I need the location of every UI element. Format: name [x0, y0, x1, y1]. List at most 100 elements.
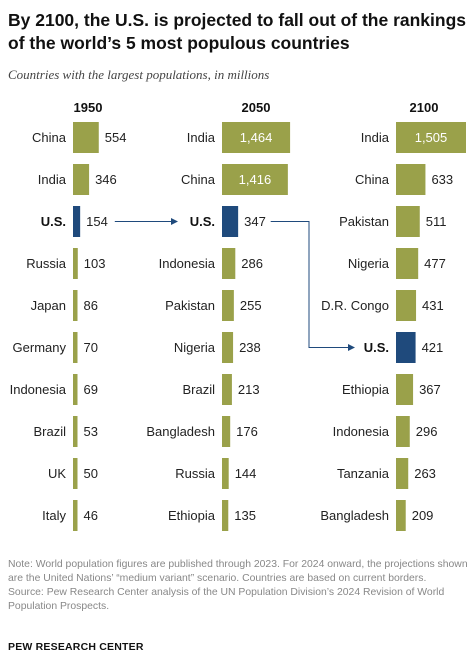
- bar-2050-brazil: [222, 374, 232, 405]
- country-label-2100-indonesia: Indonesia: [333, 424, 390, 439]
- value-label-2050-u-s: 347: [244, 214, 266, 229]
- value-label-1950-italy: 46: [84, 508, 98, 523]
- country-label-2100-tanzania: Tanzania: [337, 466, 390, 481]
- value-label-1950-indonesia: 69: [84, 382, 98, 397]
- value-label-2050-china: 1,416: [239, 172, 272, 187]
- value-label-1950-russia: 103: [84, 256, 106, 271]
- bar-1950-germany: [73, 332, 78, 363]
- country-label-2100-india: India: [361, 130, 390, 145]
- value-label-2100-tanzania: 263: [414, 466, 436, 481]
- country-label-1950-u-s: U.S.: [41, 214, 66, 229]
- brand-logo-text: PEW RESEARCH CENTER: [8, 641, 144, 653]
- country-label-1950-uk: UK: [48, 466, 66, 481]
- bar-2100-bangladesh: [396, 500, 406, 531]
- bar-2100-nigeria: [396, 248, 419, 279]
- bar-2100-pakistan: [396, 206, 420, 237]
- value-label-2100-d-r-congo: 431: [422, 298, 444, 313]
- country-label-2100-china: China: [355, 172, 390, 187]
- value-label-1950-brazil: 53: [84, 424, 98, 439]
- bar-1950-russia: [73, 248, 78, 279]
- bar-2100-u-s: [396, 332, 416, 363]
- bar-2050-ethiopia: [222, 500, 229, 531]
- country-label-1950-russia: Russia: [26, 256, 67, 271]
- country-label-2100-ethiopia: Ethiopia: [342, 382, 390, 397]
- value-label-1950-germany: 70: [84, 340, 98, 355]
- country-label-1950-china: China: [32, 130, 67, 145]
- chart-notes: Note: World population figures are publi…: [8, 558, 468, 614]
- country-label-2050-pakistan: Pakistan: [165, 298, 215, 313]
- country-label-2050-china: China: [181, 172, 216, 187]
- bar-2100-china: [396, 164, 426, 195]
- year-header-2050: 2050: [242, 100, 271, 115]
- value-label-2050-india: 1,464: [240, 130, 273, 145]
- source-text: Source: Pew Research Center analysis of …: [8, 587, 445, 612]
- bar-2050-china: [222, 164, 288, 195]
- bar-1950-india: [73, 164, 90, 195]
- value-label-1950-india: 346: [95, 172, 117, 187]
- value-label-2050-pakistan: 255: [240, 298, 262, 313]
- country-label-2100-u-s: U.S.: [364, 340, 389, 355]
- value-label-1950-u-s: 154: [86, 214, 108, 229]
- country-label-1950-indonesia: Indonesia: [10, 382, 67, 397]
- value-label-2050-bangladesh: 176: [236, 424, 258, 439]
- bar-1950-china: [73, 122, 99, 153]
- country-label-2050-ethiopia: Ethiopia: [168, 508, 216, 523]
- bar-1950-indonesia: [73, 374, 78, 405]
- bar-2050-russia: [222, 458, 229, 489]
- bar-2100-ethiopia: [396, 374, 414, 405]
- country-label-1950-italy: Italy: [42, 508, 66, 523]
- country-label-2100-pakistan: Pakistan: [339, 214, 389, 229]
- value-label-2100-india: 1,505: [415, 130, 448, 145]
- year-header-2100: 2100: [410, 100, 439, 115]
- value-label-2100-pakistan: 511: [426, 214, 447, 229]
- bar-2100-tanzania: [396, 458, 409, 489]
- value-label-1950-china: 554: [105, 130, 127, 145]
- note-text: Note: World population figures are publi…: [8, 559, 468, 584]
- country-label-2050-indonesia: Indonesia: [159, 256, 216, 271]
- value-label-2050-nigeria: 238: [239, 340, 261, 355]
- bar-2050-india: [222, 122, 291, 153]
- bar-1950-japan: [73, 290, 78, 321]
- bar-1950-u-s: [73, 206, 81, 237]
- bar-1950-uk: [73, 458, 78, 489]
- value-label-2100-ethiopia: 367: [419, 382, 441, 397]
- value-label-2050-indonesia: 286: [241, 256, 263, 271]
- country-label-1950-germany: Germany: [13, 340, 67, 355]
- country-label-1950-brazil: Brazil: [33, 424, 66, 439]
- chart-subtitle: Countries with the largest populations, …: [8, 67, 270, 82]
- value-label-2100-bangladesh: 209: [412, 508, 434, 523]
- bar-2050-u-s: [222, 206, 239, 237]
- country-label-2100-nigeria: Nigeria: [348, 256, 390, 271]
- bar-2050-nigeria: [222, 332, 234, 363]
- value-label-2100-china: 633: [431, 172, 453, 187]
- value-label-2050-ethiopia: 135: [234, 508, 256, 523]
- bar-2100-d-r-congo: [396, 290, 417, 321]
- population-ranking-chart: 1950 China 554 India 346 U.S. 154 Russia 103 Japa…: [10, 100, 466, 531]
- country-label-1950-japan: Japan: [31, 298, 66, 313]
- chart-title: By 2100, the U.S. is projected to fall o…: [8, 10, 467, 53]
- value-label-2100-indonesia: 296: [416, 424, 438, 439]
- country-label-2100-d-r-congo: D.R. Congo: [321, 298, 389, 313]
- bar-2050-indonesia: [222, 248, 236, 279]
- us-arrow-2050-2100: [270, 221, 355, 351]
- bar-1950-italy: [73, 500, 78, 531]
- country-label-2050-india: India: [187, 130, 216, 145]
- year-header-1950: 1950: [74, 100, 103, 115]
- value-label-1950-japan: 86: [84, 298, 98, 313]
- value-label-2050-russia: 144: [235, 466, 257, 481]
- value-label-1950-uk: 50: [84, 466, 98, 481]
- country-label-2050-nigeria: Nigeria: [174, 340, 216, 355]
- value-label-2050-brazil: 213: [238, 382, 260, 397]
- bar-2100-india: [396, 122, 466, 153]
- country-label-1950-india: India: [38, 172, 67, 187]
- bar-1950-brazil: [73, 416, 78, 447]
- country-label-2050-u-s: U.S.: [190, 214, 215, 229]
- bar-2050-bangladesh: [222, 416, 231, 447]
- bar-2100-indonesia: [396, 416, 410, 447]
- country-label-2100-bangladesh: Bangladesh: [320, 508, 389, 523]
- country-label-2050-bangladesh: Bangladesh: [146, 424, 215, 439]
- value-label-2100-nigeria: 477: [424, 256, 446, 271]
- country-label-2050-brazil: Brazil: [182, 382, 215, 397]
- bar-2050-pakistan: [222, 290, 234, 321]
- value-label-2100-u-s: 421: [422, 340, 444, 355]
